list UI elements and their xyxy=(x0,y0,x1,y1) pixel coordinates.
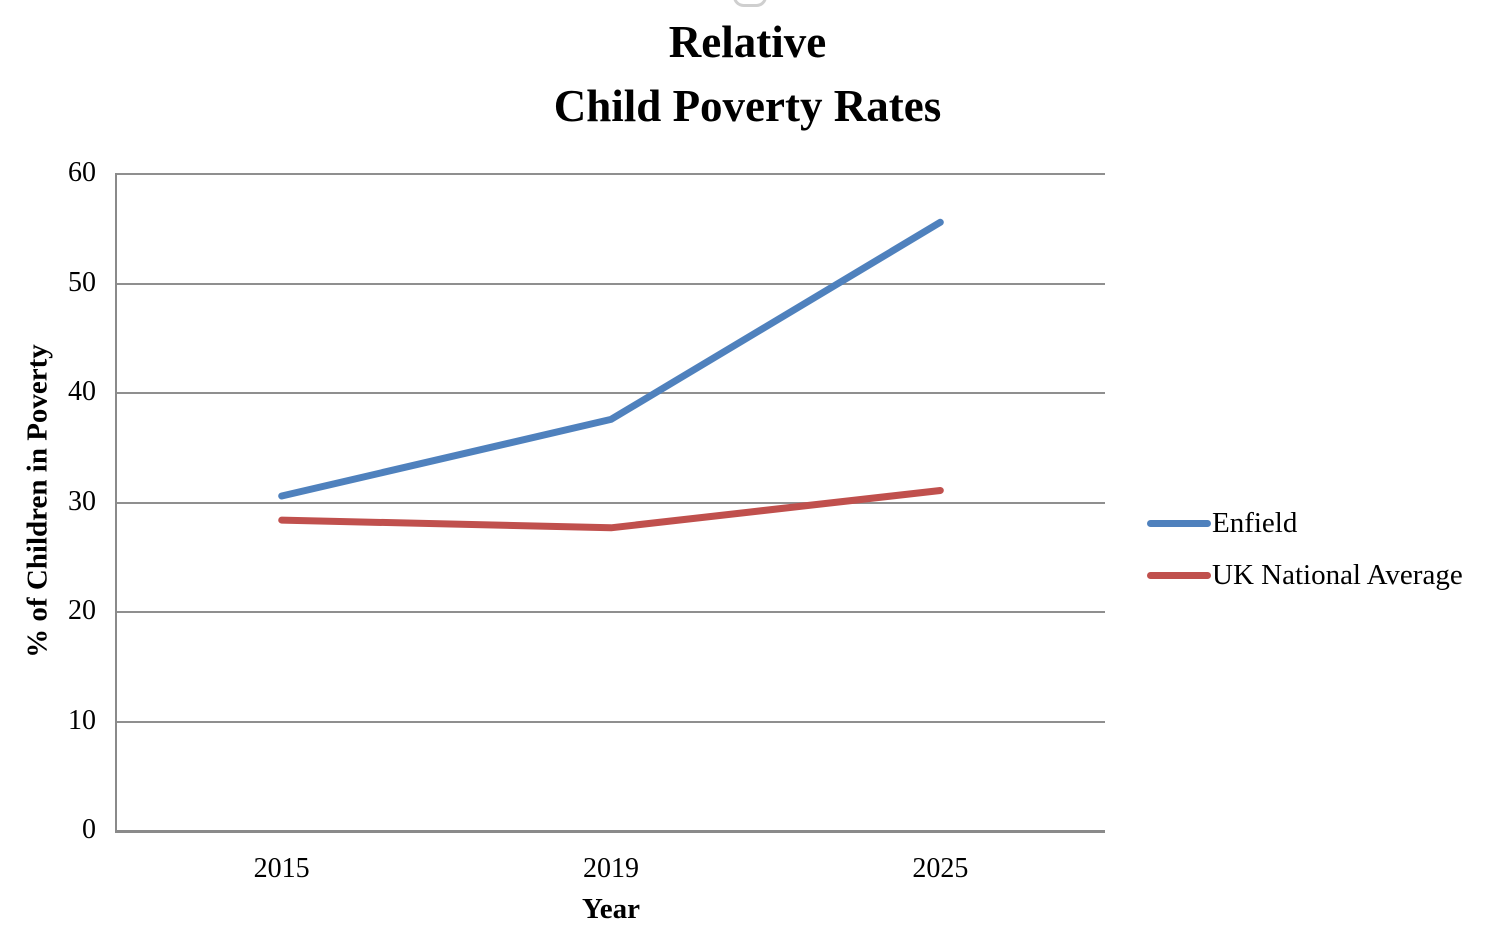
chart-title: Relative Child Poverty Rates xyxy=(0,10,1495,138)
x-tick-label: 2025 xyxy=(912,853,969,884)
gridline xyxy=(117,501,1105,504)
y-tick-label: 0 xyxy=(82,814,96,845)
y-tick-label: 30 xyxy=(68,485,96,517)
plot-area xyxy=(115,173,1105,833)
legend-line-sample xyxy=(1147,519,1211,527)
gridline xyxy=(117,611,1105,613)
x-tick-label: 2015 xyxy=(253,853,310,884)
chart-title-line1: Relative xyxy=(668,17,827,67)
y-tick-label: 20 xyxy=(68,595,96,626)
legend-label: UK National Average xyxy=(1212,558,1463,591)
y-axis-title: % of Children in Poverty xyxy=(21,344,54,658)
legend: Enfield UK National Average xyxy=(1147,497,1463,601)
y-tick-label: 10 xyxy=(68,704,96,736)
legend-entry: Enfield xyxy=(1147,497,1463,549)
gridline xyxy=(117,173,1105,175)
series-plot xyxy=(278,218,944,532)
gridline xyxy=(117,720,1105,723)
y-tick-label: 60 xyxy=(68,157,96,188)
legend-line-sample xyxy=(1147,571,1211,579)
gridline xyxy=(117,282,1105,285)
gridline xyxy=(117,392,1105,394)
x-tick-label: 2019 xyxy=(583,853,639,884)
legend-entry: UK National Average xyxy=(1147,549,1463,601)
x-axis-title: Year xyxy=(582,893,640,925)
y-tick-label: 50 xyxy=(68,266,96,298)
top-edge-artifact xyxy=(733,0,767,7)
series-line-enfield xyxy=(278,218,944,500)
series-line-uk-national-average xyxy=(278,487,944,532)
y-tick-label: 40 xyxy=(68,376,96,407)
legend-label: Enfield xyxy=(1212,506,1298,539)
chart-title-line2: Child Poverty Rates xyxy=(553,81,942,131)
